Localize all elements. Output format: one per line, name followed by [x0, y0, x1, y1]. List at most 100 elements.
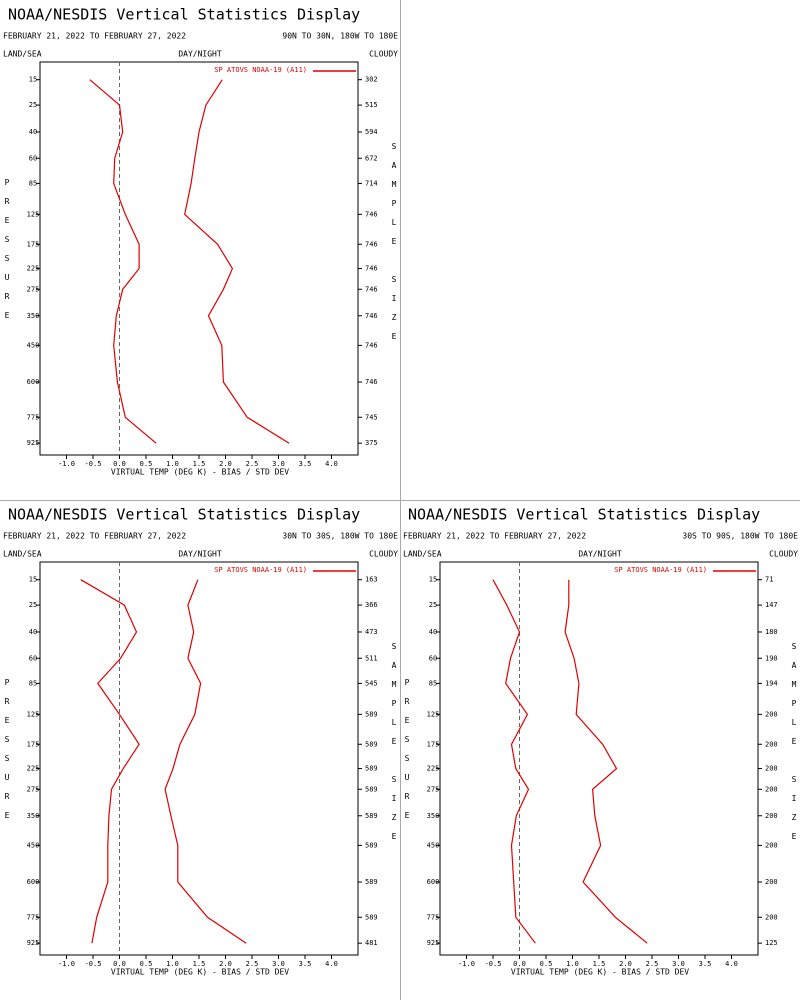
x-tick-label: 0.5 [140, 960, 153, 968]
y2-axis-label: SAMPLE SIZE [390, 642, 399, 851]
y-tick-label: 350 [27, 812, 40, 820]
x-tick-label: 3.5 [699, 960, 712, 968]
x-tick-label: 0.5 [540, 960, 553, 968]
y-tick-label: 350 [27, 312, 40, 320]
x-tick-label: 1.5 [593, 960, 606, 968]
y-tick-label: 85 [29, 679, 37, 687]
sample-size-label: 366 [365, 601, 378, 609]
land-sea: LAND/SEA [3, 550, 42, 559]
sample-size-label: 194 [765, 679, 778, 687]
sample-size-label: 594 [365, 128, 378, 136]
std-dev-line [564, 579, 648, 944]
date-range: FEBRUARY 21, 2022 TO FEBRUARY 27, 2022 [403, 532, 586, 541]
sample-size-label: 746 [365, 378, 378, 386]
y-tick-label: 275 [427, 785, 440, 793]
y-tick-label: 350 [427, 812, 440, 820]
bias-line [80, 579, 140, 944]
legend-label: SP ATOVS NOAA-19 (A11) [214, 566, 307, 574]
sample-size-label: 200 [765, 913, 778, 921]
sample-size-label: 672 [365, 154, 378, 162]
sample-size-label: 473 [365, 628, 378, 636]
legend-label: SP ATOVS NOAA-19 (A11) [214, 66, 307, 74]
x-tick-label: 3.0 [672, 960, 685, 968]
y-tick-label: 275 [27, 285, 40, 293]
chart-title: NOAA/NESDIS Vertical Statistics Display [8, 506, 360, 524]
y-tick-label: 925 [27, 439, 40, 447]
sample-size-label: 200 [765, 765, 778, 773]
y-tick-label: 275 [27, 785, 40, 793]
x-tick-label: -0.5 [85, 960, 102, 968]
sample-size-label: 589 [365, 785, 378, 793]
y-tick-label: 775 [27, 913, 40, 921]
x-tick-label: 0.5 [140, 460, 153, 468]
x-tick-label: -0.5 [485, 960, 502, 968]
sample-size-label: 589 [365, 710, 378, 718]
y-tick-label: 25 [29, 101, 37, 109]
y-tick-label: 60 [29, 154, 37, 162]
chart-title: NOAA/NESDIS Vertical Statistics Display [8, 6, 360, 24]
sample-size-label: 515 [365, 101, 378, 109]
y-tick-label: 225 [27, 265, 40, 273]
y-tick-label: 175 [27, 240, 40, 248]
y-tick-label: 450 [27, 341, 40, 349]
x-tick-label: 2.5 [246, 460, 259, 468]
x-axis-label: VIRTUAL TEMP (DEG K) - BIAS / STD DEV [511, 968, 689, 977]
x-tick-label: 2.0 [619, 960, 632, 968]
sample-size-label: 714 [365, 179, 378, 187]
bias-line [89, 79, 157, 444]
y-tick-label: 85 [429, 679, 437, 687]
y-tick-label: 125 [27, 210, 40, 218]
x-tick-label: 1.5 [193, 460, 206, 468]
sample-size-label: 302 [365, 76, 378, 84]
y-tick-label: 175 [427, 740, 440, 748]
x-tick-label: 0.0 [113, 960, 126, 968]
sample-size-label: 200 [765, 841, 778, 849]
sample-size-label: 589 [365, 812, 378, 820]
sample-size-label: 125 [765, 939, 778, 947]
sample-size-label: 200 [765, 740, 778, 748]
day-night: DAY/NIGHT [178, 550, 222, 559]
y-tick-label: 85 [29, 179, 37, 187]
land-sea: LAND/SEA [403, 550, 442, 559]
sample-size-label: 190 [765, 654, 778, 662]
y-tick-label: 15 [29, 576, 37, 584]
sample-size-label: 200 [765, 812, 778, 820]
y-tick-label: 775 [27, 413, 40, 421]
x-tick-label: 1.0 [166, 460, 179, 468]
chart-panel: NOAA/NESDIS Vertical Statistics Display F… [3, 506, 399, 977]
y-tick-label: 40 [29, 628, 37, 636]
sample-size-label: 746 [365, 265, 378, 273]
x-tick-label: 0.0 [513, 960, 526, 968]
sample-size-label: 163 [365, 576, 378, 584]
x-tick-label: 2.5 [646, 960, 659, 968]
sample-size-label: 589 [365, 765, 378, 773]
sample-size-label: 589 [365, 740, 378, 748]
y-tick-label: 600 [27, 378, 40, 386]
x-tick-label: 4.0 [725, 960, 738, 968]
std-dev-line [184, 79, 290, 444]
day-night: DAY/NIGHT [578, 550, 622, 559]
y-tick-label: 125 [427, 710, 440, 718]
sample-size-label: 147 [765, 601, 778, 609]
std-dev-line [164, 579, 247, 944]
sample-size-label: 200 [765, 878, 778, 886]
land-sea: LAND/SEA [3, 50, 42, 59]
y-tick-label: 225 [427, 765, 440, 773]
bias-line [492, 579, 536, 944]
sample-size-label: 589 [365, 913, 378, 921]
y-tick-label: 40 [429, 628, 437, 636]
chart-panel: NOAA/NESDIS Vertical Statistics Display F… [403, 506, 799, 977]
y-tick-label: 225 [27, 765, 40, 773]
y-tick-label: 925 [427, 939, 440, 947]
cloudy: CLOUDY [769, 550, 798, 559]
x-tick-label: 3.5 [299, 960, 312, 968]
y-tick-label: 600 [27, 878, 40, 886]
x-tick-label: 3.0 [272, 460, 285, 468]
x-axis-label: VIRTUAL TEMP (DEG K) - BIAS / STD DEV [111, 968, 289, 977]
x-tick-label: 3.0 [272, 960, 285, 968]
y-axis-label: PRESSURE [3, 678, 12, 830]
sample-size-label: 180 [765, 628, 778, 636]
sample-size-label: 511 [365, 654, 378, 662]
sample-size-label: 545 [365, 679, 378, 687]
